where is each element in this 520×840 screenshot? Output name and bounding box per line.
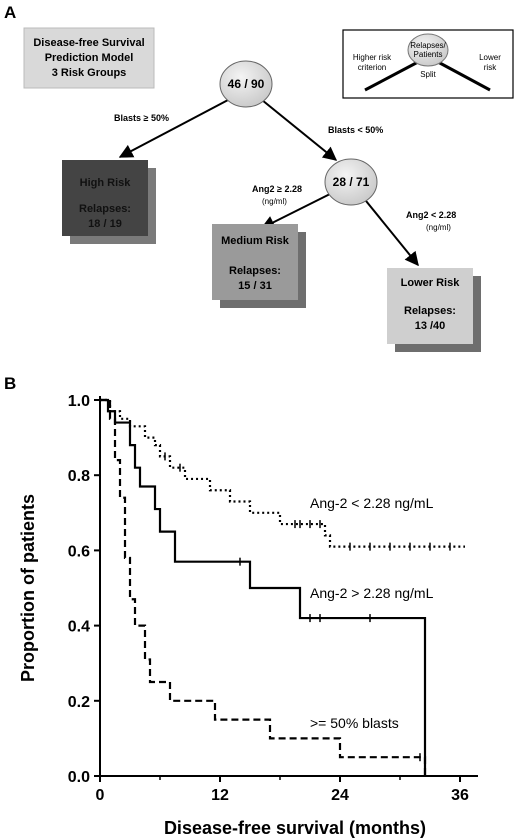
edge-mid-medium <box>260 191 335 229</box>
lower-risk-label: Relapses: <box>404 305 456 317</box>
lower-risk-value: 13 /40 <box>415 320 446 332</box>
high-risk-box: High Risk Relapses: 18 / 19 <box>62 160 156 244</box>
high-risk-title: High Risk <box>80 177 132 189</box>
series-label-1: Ang-2 > 2.28 ng/mL <box>310 585 434 601</box>
edge-label-blasts-high: Blasts ≥ 50% <box>114 113 169 123</box>
x-tick-label: 0 <box>96 787 105 804</box>
edge-root-high <box>118 99 229 158</box>
edge-label-ang-high-unit: (ng/ml) <box>262 197 287 206</box>
series-line-2 <box>100 398 427 776</box>
edge-label-ang-low-unit: (ng/ml) <box>426 223 451 232</box>
series-label-2: >= 50% blasts <box>310 715 399 731</box>
x-tick-label: 12 <box>211 787 229 804</box>
edge-root-mid <box>261 99 338 161</box>
y-tick-label: 0.0 <box>68 769 90 786</box>
medium-risk-label: Relapses: <box>229 265 281 277</box>
legend-box: Relapses/ Patients Higher risk criterion… <box>342 29 514 99</box>
legend-left-branch <box>364 60 419 92</box>
lower-risk-fill <box>387 268 473 344</box>
y-tick-label: 0.4 <box>68 619 90 636</box>
high-risk-fill <box>62 160 148 236</box>
km-chart: 0 12 24 36 0.0 0.2 0.4 0.6 0.8 1.0 Disease-free su… <box>18 393 478 838</box>
y-tick-label: 0.8 <box>68 468 90 485</box>
mid-node-label: 28 / 71 <box>333 175 370 189</box>
legend-node-line2: Patients <box>414 50 443 59</box>
series-line-0 <box>100 398 465 548</box>
root-node-label: 46 / 90 <box>228 77 265 91</box>
x-tick-label: 36 <box>451 787 469 804</box>
edge-label-ang-high: Ang2 ≥ 2.28 <box>252 184 302 194</box>
legend-right-line2: risk <box>484 63 497 72</box>
y-tick-label: 0.2 <box>68 694 90 711</box>
x-axis-title: Disease-free survival (months) <box>164 818 426 838</box>
panel-a-letter: A <box>4 3 16 22</box>
legend-right-line1: Lower <box>479 53 501 62</box>
y-axis-title: Proportion of patients <box>18 494 38 682</box>
medium-risk-box: Medium Risk Relapses: 15 / 31 <box>212 224 306 308</box>
model-box-line1: Disease-free Survival <box>33 37 144 49</box>
medium-risk-title: Medium Risk <box>221 235 290 247</box>
medium-risk-fill <box>212 224 298 300</box>
km-axes: 0 12 24 36 0.0 0.2 0.4 0.6 0.8 1.0 Disease-free su… <box>18 393 478 838</box>
legend-left-line1: Higher risk <box>353 53 392 62</box>
lower-risk-box: Lower Risk Relapses: 13 /40 <box>387 268 481 352</box>
mid-node: 28 / 71 <box>324 158 378 206</box>
legend-right-branch <box>437 60 491 92</box>
km-series-group <box>100 398 465 776</box>
high-risk-value: 18 / 19 <box>88 218 122 230</box>
y-tick-label: 1.0 <box>68 393 90 410</box>
legend-split: Split <box>420 70 436 79</box>
x-tick-label: 24 <box>331 787 349 804</box>
edge-label-ang-low: Ang2 < 2.28 <box>406 210 456 220</box>
medium-risk-value: 15 / 31 <box>238 280 272 292</box>
km-series-labels: Ang-2 < 2.28 ng/mL Ang-2 > 2.28 ng/mL >= 5… <box>310 495 434 731</box>
lower-risk-title: Lower Risk <box>401 277 461 289</box>
model-box: Disease-free Survival Prediction Model 3… <box>23 27 155 89</box>
legend-left-line2: criterion <box>358 63 386 72</box>
legend-node-line1: Relapses/ <box>410 41 446 50</box>
legend-node <box>407 33 449 67</box>
root-node: 46 / 90 <box>219 60 273 108</box>
series-label-0: Ang-2 < 2.28 ng/mL <box>310 495 434 511</box>
model-box-line2: Prediction Model <box>45 52 134 64</box>
panel-b-letter: B <box>4 374 16 393</box>
y-tick-label: 0.6 <box>68 543 90 560</box>
edge-mid-lower <box>361 195 419 267</box>
high-risk-label: Relapses: <box>79 203 131 215</box>
model-box-line3: 3 Risk Groups <box>52 67 127 79</box>
edge-label-blasts-low: Blasts < 50% <box>328 125 383 135</box>
